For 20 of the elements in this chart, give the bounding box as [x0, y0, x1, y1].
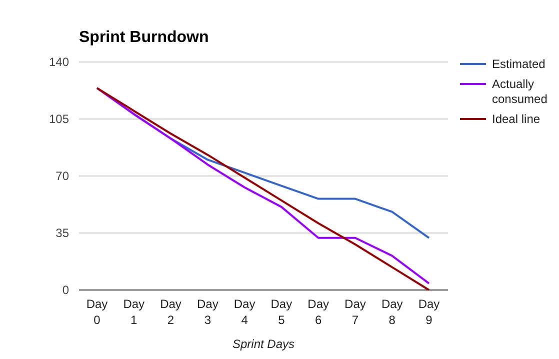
x-tick-label: Day 5 [270, 297, 292, 327]
x-tick-label: Day 3 [196, 297, 218, 327]
x-axis-title: Sprint Days [232, 337, 295, 351]
x-tick-label: Day 1 [123, 297, 145, 327]
x-tick-label: Day 8 [381, 297, 403, 327]
y-tick-label: 35 [56, 226, 70, 240]
x-tick-label: Day 0 [86, 297, 108, 327]
y-tick-label: 0 [62, 282, 70, 297]
chart-title: Sprint Burndown [79, 29, 209, 46]
x-tick-label: Day 2 [160, 297, 182, 327]
y-tick-label: 140 [48, 54, 70, 69]
x-tick-label: Day 9 [418, 297, 440, 327]
y-tick-label: 70 [56, 168, 70, 183]
legend-label: Actually consumed [492, 77, 548, 106]
legend-label: Estimated [492, 57, 546, 71]
legend-label: Ideal line [492, 112, 540, 126]
x-tick-label: Day 7 [344, 297, 366, 327]
x-tick-label: Day 6 [308, 297, 330, 327]
y-tick-label: 105 [48, 112, 70, 126]
x-tick-label: Day 4 [234, 297, 256, 327]
